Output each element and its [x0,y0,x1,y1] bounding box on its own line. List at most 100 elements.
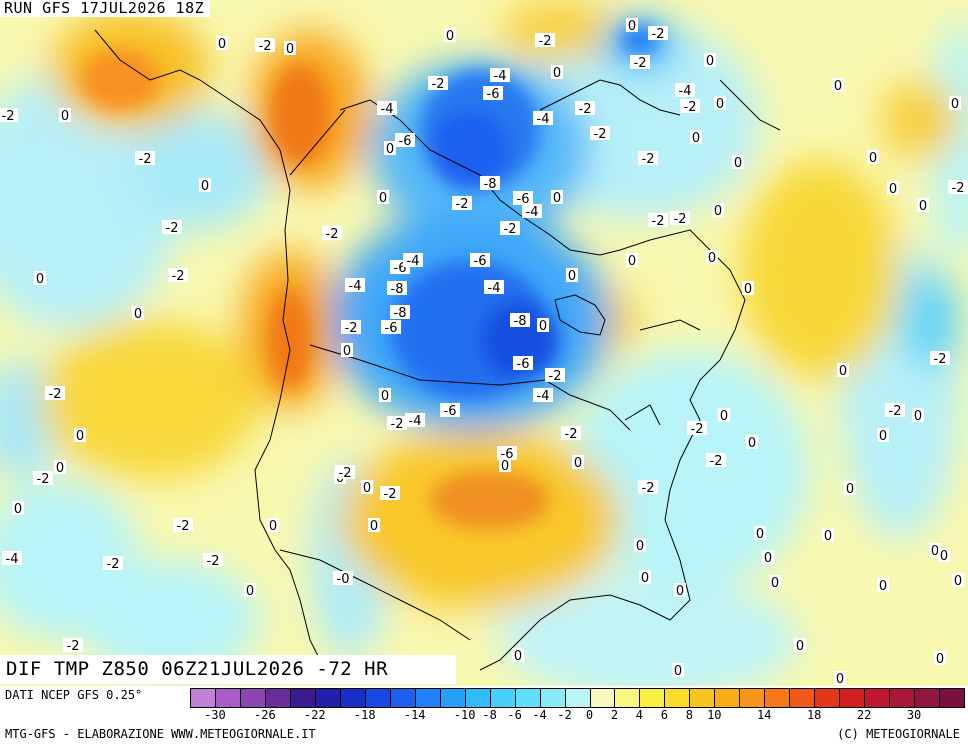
map-title: DIF TMP Z850 06Z21JUL2026 -72 HR [0,655,456,684]
contour-label: 0 [444,28,456,44]
svg-text:-2: -2 [549,369,562,384]
svg-text:0: 0 [839,364,847,379]
svg-text:0: 0 [756,527,764,542]
legend-swatch [489,688,516,708]
temperature-anomaly-map: 0 -2 0 0 -2 0 -2 -2 0 -4 -2 -6 0 -4 -2 0 0 0 -2 0 -4 -4 -2 -2 -6… [0,0,968,686]
svg-text:0: 0 [446,29,454,44]
svg-text:-2: -2 [166,221,179,236]
contour-label: 0 [566,268,578,284]
contour-label: -2 [428,76,448,92]
contour-label: 0 [742,281,754,297]
svg-text:-2: -2 [652,214,665,229]
contour-label: -2 [706,453,726,469]
svg-text:-8: -8 [394,306,407,321]
contour-label: 0 [537,318,549,334]
svg-text:-2: -2 [391,417,404,432]
svg-text:-4: -4 [349,279,362,294]
contour-label: 0 [714,96,726,112]
svg-text:-4: -4 [409,414,422,429]
svg-text:-6: -6 [517,357,530,372]
svg-text:0: 0 [692,131,700,146]
footer-copyright: (C) METEOGIORNALE [837,727,960,741]
svg-text:0: 0 [674,664,682,679]
contour-label: -2 [452,196,472,212]
contour-label: 0 [361,480,373,496]
svg-text:0: 0 [514,649,522,664]
contour-label: 0 [822,528,834,544]
legend-swatch [264,688,291,708]
svg-text:-2: -2 [579,102,592,117]
svg-text:0: 0 [246,584,254,599]
svg-text:0: 0 [269,519,277,534]
legend-swatch [439,688,466,708]
legend-swatch [914,688,941,708]
legend-swatch [789,688,816,708]
contour-label: -2 [638,480,658,496]
contour-label: 0 [267,518,279,534]
svg-text:0: 0 [846,482,854,497]
contour-label: 0 [877,578,889,594]
legend-swatch [389,688,416,708]
svg-text:-2: -2 [2,109,15,124]
contour-label: -2 [638,151,658,167]
contour-label: 0 [704,53,716,69]
svg-text:0: 0 [869,151,877,166]
contour-label: -6 [513,356,533,372]
svg-text:0: 0 [834,79,842,94]
legend-swatch [464,688,491,708]
contour-label: -2 [500,221,520,237]
svg-text:0: 0 [201,179,209,194]
svg-text:-2: -2 [710,454,723,469]
svg-text:-6: -6 [517,192,530,207]
contour-label: 0 [718,408,730,424]
svg-text:-2: -2 [642,481,655,496]
legend-tick: -10 [453,708,476,722]
contour-label: 0 [769,575,781,591]
contour-label: -2 [545,368,565,384]
contour-label: 0 [572,455,584,471]
contour-label: -2 [648,213,668,229]
contour-label: -2 [630,55,650,71]
svg-text:-2: -2 [652,27,665,42]
svg-text:-8: -8 [484,177,497,192]
svg-text:-2: -2 [432,77,445,92]
contour-label: -2 [590,126,610,142]
svg-text:-2: -2 [674,212,687,227]
contour-label: 0 [917,198,929,214]
contour-label: 0 [762,550,774,566]
svg-text:-6: -6 [487,87,500,102]
svg-text:-2: -2 [634,56,647,71]
svg-text:0: 0 [824,529,832,544]
contour-label: -6 [470,253,490,269]
svg-text:-4: -4 [488,281,501,296]
svg-text:0: 0 [931,544,939,559]
svg-text:-2: -2 [594,127,607,142]
legend-swatch [539,688,566,708]
contour-label: 0 [384,141,396,157]
svg-text:-4: -4 [407,254,420,269]
contour-label: -2 [33,471,53,487]
contour-label: -8 [510,313,530,329]
svg-text:-2: -2 [107,557,120,572]
svg-text:0: 0 [386,142,394,157]
legend-swatch [589,688,616,708]
svg-text:0: 0 [954,574,962,589]
contour-label: 0 [626,253,638,269]
contour-label: 0 [794,638,806,654]
svg-text:0: 0 [14,502,22,517]
svg-text:0: 0 [748,436,756,451]
legend-tick: -8 [482,708,497,722]
contour-label: 0 [674,583,686,599]
contour-label: -4 [345,278,365,294]
svg-text:0: 0 [553,191,561,206]
contour-label: -2 [885,403,905,419]
svg-text:-2: -2 [691,422,704,437]
contour-label: -0 [333,571,353,587]
contour-label: -2 [380,486,400,502]
contour-label: -2 [203,553,223,569]
svg-text:0: 0 [764,551,772,566]
contour-label: 0 [341,343,353,359]
legend-tick: -30 [204,708,226,722]
legend-swatch [839,688,866,708]
legend-swatch [939,688,966,708]
